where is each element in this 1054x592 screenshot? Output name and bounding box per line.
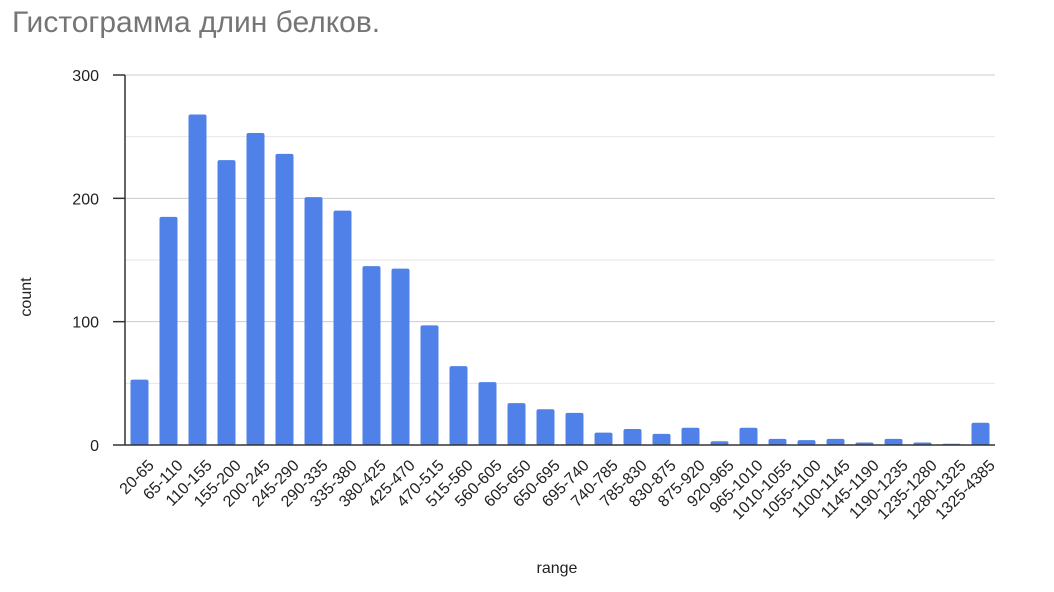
bar-470-515 bbox=[420, 325, 439, 445]
gridlines bbox=[125, 74, 995, 384]
bar-605-650 bbox=[507, 403, 526, 445]
bar-560-605 bbox=[478, 382, 497, 445]
bar-830-875 bbox=[652, 433, 671, 445]
bar-920-965 bbox=[710, 441, 729, 445]
bar-335-380 bbox=[333, 210, 352, 445]
y-axis-title: count bbox=[18, 277, 35, 317]
bar-155-200 bbox=[217, 160, 236, 445]
bar-965-1010 bbox=[739, 427, 758, 445]
y-tick-label: 300 bbox=[72, 68, 99, 85]
chart-title: Гистограмма длин белков. bbox=[12, 6, 381, 39]
bar-425-470 bbox=[391, 268, 410, 445]
bar-515-560 bbox=[449, 366, 468, 445]
bars bbox=[130, 114, 990, 445]
x-tick-labels: 20-6565-110110-155155-200200-245245-2902… bbox=[117, 457, 999, 523]
bar-650-695 bbox=[536, 409, 555, 445]
bar-200-245 bbox=[246, 132, 265, 445]
bar-695-740 bbox=[565, 412, 584, 445]
bar-245-290 bbox=[275, 153, 294, 445]
bar-1010-1055 bbox=[768, 438, 787, 445]
bar-290-335 bbox=[304, 197, 323, 445]
bar-20-65 bbox=[130, 379, 149, 445]
bar-785-830 bbox=[623, 428, 642, 445]
y-tick-label: 0 bbox=[90, 438, 99, 455]
bar-875-920 bbox=[681, 427, 700, 445]
bar-1100-1145 bbox=[826, 438, 845, 445]
y-tick-label: 100 bbox=[72, 315, 99, 332]
bar-65-110 bbox=[159, 216, 178, 445]
y-tick-label: 200 bbox=[72, 191, 99, 208]
bar-110-155 bbox=[188, 114, 207, 445]
x-axis-title: range bbox=[537, 560, 578, 577]
bar-1325-4385 bbox=[971, 422, 990, 445]
bar-380-425 bbox=[362, 266, 381, 445]
y-axis: 0 100 200 300 bbox=[72, 68, 126, 455]
bar-1055-1100 bbox=[797, 440, 816, 445]
bar-1190-1235 bbox=[884, 438, 903, 445]
bar-740-785 bbox=[594, 432, 613, 445]
